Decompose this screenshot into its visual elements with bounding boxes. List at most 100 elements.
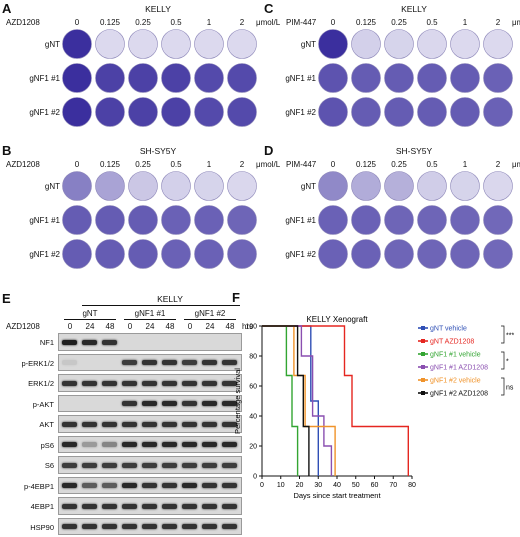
blot-band bbox=[202, 442, 217, 448]
culture-well bbox=[450, 63, 480, 93]
y-tick-label: 40 bbox=[249, 414, 257, 421]
blot-band bbox=[122, 421, 137, 427]
x-tick-label: 20 bbox=[296, 482, 304, 489]
blot-strip bbox=[58, 517, 242, 535]
row-label: gNF1 #2 bbox=[29, 108, 60, 117]
blot-band bbox=[222, 401, 237, 407]
concentration-label: 0.25 bbox=[135, 18, 151, 27]
timepoint-label: 0 bbox=[187, 322, 193, 331]
blot-band bbox=[162, 462, 177, 468]
blot-strip bbox=[58, 333, 242, 351]
y-tick-label: 80 bbox=[249, 354, 257, 361]
panel-title: SH-SY5Y bbox=[139, 146, 177, 156]
concentration-label: 2 bbox=[495, 18, 501, 27]
culture-well bbox=[384, 171, 414, 201]
culture-well bbox=[194, 97, 224, 127]
blot-band bbox=[122, 483, 137, 489]
blot-band bbox=[162, 360, 177, 366]
culture-well bbox=[95, 239, 125, 269]
blot-label: S6 bbox=[44, 461, 54, 470]
blot-band bbox=[142, 503, 157, 509]
culture-well bbox=[351, 29, 381, 59]
concentration-label: 1 bbox=[462, 160, 468, 169]
timepoint-label: 24 bbox=[145, 322, 155, 331]
well-grid bbox=[318, 29, 513, 127]
group-label: gNF1 #1 bbox=[134, 309, 166, 318]
culture-well bbox=[417, 205, 447, 235]
blot-band bbox=[122, 360, 137, 366]
concentration-label: 0.25 bbox=[135, 160, 151, 169]
culture-well bbox=[351, 97, 381, 127]
culture-well bbox=[351, 171, 381, 201]
blot-band bbox=[142, 462, 157, 468]
culture-well bbox=[450, 29, 480, 59]
blot-band bbox=[162, 503, 177, 509]
blot-band bbox=[162, 442, 177, 448]
significance-label: ns bbox=[506, 385, 514, 392]
blot-band bbox=[162, 421, 177, 427]
blot-band bbox=[222, 442, 237, 448]
culture-well bbox=[128, 205, 158, 235]
blot-label: p-ERK1/2 bbox=[21, 358, 54, 368]
blot-band bbox=[102, 421, 117, 427]
blot-band bbox=[62, 421, 77, 427]
blot-band bbox=[202, 421, 217, 427]
y-tick-label: 0 bbox=[253, 474, 257, 481]
concentration-label: 0.5 bbox=[426, 18, 438, 27]
survival-curve bbox=[262, 325, 299, 476]
culture-well bbox=[483, 239, 513, 269]
blot-band bbox=[82, 503, 97, 509]
culture-well bbox=[95, 63, 125, 93]
blot-band bbox=[82, 462, 97, 468]
cell-line-label: KELLY bbox=[157, 294, 183, 304]
survival-curve bbox=[262, 325, 336, 476]
drug-label: PIM-447 bbox=[286, 18, 317, 27]
culture-well bbox=[450, 171, 480, 201]
legend-label: gNF1 #1 vehicle bbox=[430, 352, 481, 359]
blot-band bbox=[222, 483, 237, 489]
blot-band bbox=[142, 421, 157, 427]
concentration-label: 0.125 bbox=[355, 160, 377, 169]
row-label: gNF1 #1 bbox=[29, 74, 60, 83]
row-label: gNT bbox=[300, 182, 316, 191]
culture-well bbox=[227, 239, 257, 269]
culture-well bbox=[128, 171, 158, 201]
timepoint-label: 0 bbox=[127, 322, 133, 331]
culture-well bbox=[194, 171, 224, 201]
concentration-label: 0 bbox=[74, 160, 80, 169]
culture-well bbox=[318, 205, 348, 235]
group-bracket-line bbox=[82, 305, 240, 306]
blot-band bbox=[222, 524, 237, 530]
legend-label: gNF1 #1 AZD1208 bbox=[430, 365, 488, 372]
blot-band bbox=[122, 380, 137, 386]
culture-well bbox=[62, 205, 92, 235]
panel-letter-f: F bbox=[232, 290, 240, 305]
blot-strip bbox=[58, 374, 242, 392]
concentration-label: 0.125 bbox=[99, 18, 121, 27]
timepoint-label: 24 bbox=[205, 322, 215, 331]
x-tick-label: 60 bbox=[371, 482, 379, 489]
culture-well bbox=[62, 63, 92, 93]
blot-band bbox=[162, 524, 177, 530]
blot-band bbox=[142, 380, 157, 386]
legend-marker bbox=[421, 326, 425, 330]
blot-band bbox=[102, 462, 117, 468]
blot-band bbox=[62, 442, 77, 448]
blot-band bbox=[102, 483, 117, 489]
blot-band bbox=[202, 360, 217, 366]
blot-band bbox=[142, 442, 157, 448]
culture-well bbox=[62, 171, 92, 201]
well-grid bbox=[62, 29, 257, 127]
row-label: gNT bbox=[44, 40, 60, 49]
x-tick-label: 80 bbox=[408, 482, 416, 489]
concentration-label: 1 bbox=[206, 18, 212, 27]
concentration-label: 1 bbox=[462, 18, 468, 27]
drug-label: PIM-447 bbox=[286, 160, 317, 169]
culture-well bbox=[194, 205, 224, 235]
row-label: gNT bbox=[44, 182, 60, 191]
culture-well bbox=[161, 171, 191, 201]
legend-label: gNT vehicle bbox=[430, 326, 467, 333]
blot-band bbox=[202, 462, 217, 468]
blot-label: NF1 bbox=[39, 338, 54, 347]
timepoint-label: 48 bbox=[105, 322, 115, 331]
